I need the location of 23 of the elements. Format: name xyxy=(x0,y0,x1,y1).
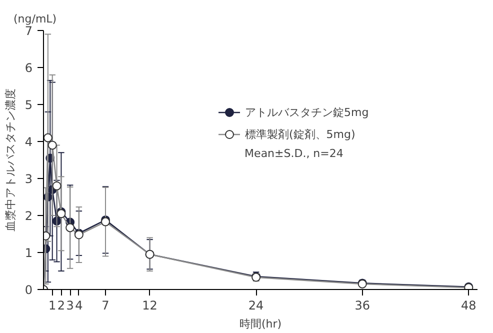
y-tick-label: 3 xyxy=(24,172,33,186)
x-tick-label: 12 xyxy=(142,298,158,312)
x-tick-label: 24 xyxy=(248,298,264,312)
x-axis-title: 時間(hr) xyxy=(239,318,282,330)
x-tick-label: 1 xyxy=(48,298,56,312)
y-tick-label: 4 xyxy=(24,135,33,149)
y-tick-label: 1 xyxy=(24,246,33,260)
x-tick-label: 36 xyxy=(354,298,370,312)
y-axis-title: 血漿中アトルバスタチン濃度 xyxy=(4,88,17,232)
legend-label: アトルバスタチン錠5mg xyxy=(245,104,369,120)
y-tick-label: 2 xyxy=(24,209,33,223)
y-tick-label: 5 xyxy=(24,98,33,112)
annotation: Mean±S.D., n=24 xyxy=(244,147,344,160)
x-tick-label: 3 xyxy=(66,298,74,312)
text: (ng/mL) xyxy=(14,12,57,26)
x-tick-label: 2 xyxy=(57,298,66,312)
legend-label: 標準製剤(錠剤、5mg) xyxy=(245,126,356,142)
x-tick-label: 4 xyxy=(75,298,83,312)
x-tick-label: 7 xyxy=(102,298,110,312)
x-tick-label: 48 xyxy=(461,298,476,312)
y-tick-label: 0 xyxy=(24,283,33,297)
y-tick-label: 6 xyxy=(24,61,33,75)
y-tick-label: 7 xyxy=(24,24,33,38)
